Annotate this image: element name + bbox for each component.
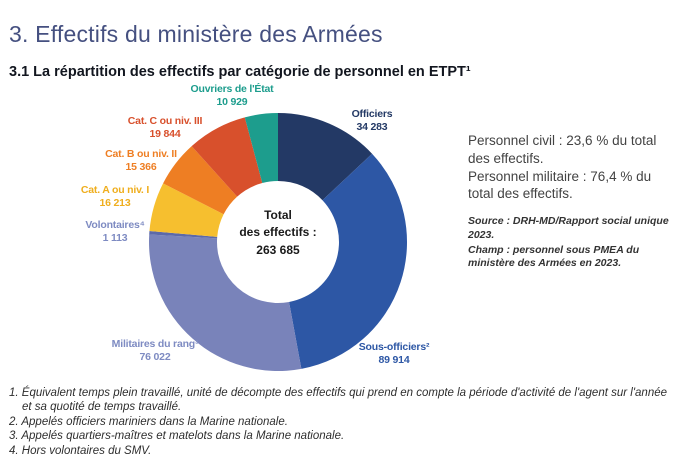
civil-share-text: Personnel civil : 23,6 % du total des ef… [468,133,657,166]
segment-label-militaires-du-rang: Militaires du rang³ 76 022 [112,338,199,364]
segment-name: Cat. C ou niv. III [127,115,203,127]
footnote-1: 1. Équivalent temps plein travaillé, uni… [9,387,668,414]
donut-rings [148,113,408,372]
champ-text: Champ : personnel sous PMEA du ministère… [468,243,640,270]
total-label-line2: des effectifs : [239,225,317,240]
segment-label-ouvriers: Ouvriers de l'État 10 929 [191,83,274,109]
military-share-text: Personnel militaire : 76,4 % du total de… [468,168,652,202]
footnote-2: 2. Appelés officiers mariniers dans la M… [9,415,288,428]
segment-label-officiers: Officiers 34 283 [352,108,393,134]
segment-name: Militaires du rang³ [111,338,199,350]
segment-label-cat-a: Cat. A ou niv. I 16 213 [81,184,149,210]
segment-name: Sous-officiers² [358,341,430,353]
segment-name: Cat. B ou niv. II [105,148,177,160]
source-text: Source : DRH-MD/Rapport social unique 20… [468,215,669,241]
segment-value: 34 283 [356,120,388,133]
side-panel: Personnel civil : 23,6 % du total des ef… [468,132,671,272]
footnote-4: 4. Hors volontaires du SMV. [9,444,152,457]
page-title: 3. Effectifs du ministère des Armées [9,21,383,48]
footnotes: 1. Équivalent temps plein travaillé, uni… [9,386,677,458]
segment-value: 16 213 [99,196,131,209]
segment-label-cat-c: Cat. C ou niv. III 19 844 [127,115,203,141]
footnote-3: 3. Appelés quartiers-maîtres et matelots… [9,430,345,443]
segment-value: 19 844 [149,127,181,140]
donut-center-total: Total des effectifs : 263 685 [239,207,316,259]
source-block: Source : DRH-MD/Rapport social unique 20… [468,215,671,271]
section-subtitle: 3.1 La répartition des effectifs par cat… [9,64,471,81]
segment-name: Officiers [351,108,393,120]
segment-label-sous-officiers: Sous-officiers² 89 914 [359,341,430,367]
donut-chart: Officiers 34 283 Sous-officiers² 89 914 … [55,82,465,382]
segment-value: 15 366 [125,160,157,173]
segment-name: Cat. A ou niv. I [80,184,150,196]
segment-value: 1 113 [102,231,128,244]
segment-name: Volontaires⁴ [85,219,145,231]
segment-value: 10 929 [216,95,248,108]
segment-value: 89 914 [378,353,410,366]
segment-label-cat-b: Cat. B ou niv. II 15 366 [105,148,177,174]
segment-value: 76 022 [139,350,171,363]
segment-label-volontaires: Volontaires⁴ 1 113 [85,219,144,245]
total-value: 263 685 [256,242,300,257]
segment-name: Ouvriers de l'État [190,83,274,95]
total-label-line1: Total [264,207,292,222]
